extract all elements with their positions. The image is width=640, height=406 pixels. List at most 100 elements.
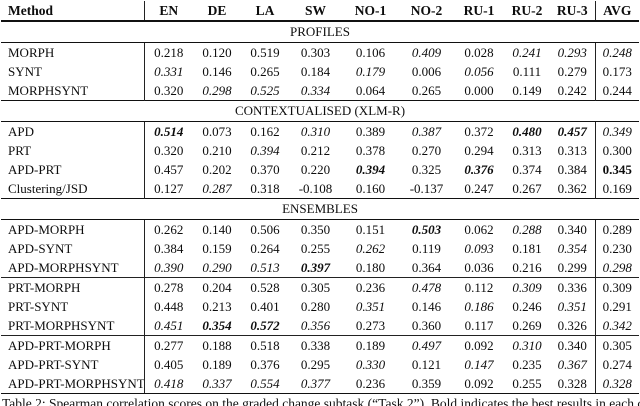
- value-cell: 0.378: [355, 142, 386, 158]
- value-cell: 0.111: [512, 63, 542, 79]
- value-cell: 0.305: [594, 335, 639, 355]
- value-cell: 0.518: [250, 337, 280, 353]
- value-cell: 0.401: [250, 298, 280, 314]
- value-cell: 0.519: [250, 44, 280, 60]
- section-label: ENSEMBLES: [1, 198, 639, 220]
- value-cell: 0.147: [464, 356, 494, 372]
- value-cell: 0.409: [411, 44, 442, 60]
- value-cell: 0.457: [154, 161, 184, 177]
- value-cell: 0.064: [355, 82, 386, 98]
- value-cell: 0.340: [557, 221, 587, 237]
- value-cell: 0.303: [300, 44, 331, 60]
- value-cell: 0.457: [557, 123, 587, 139]
- table-row: APD-MORPHSYNT 0.390 0.290 0.513 0.397 0.180 0.…: [1, 258, 639, 278]
- value-cell: 0.345: [594, 160, 639, 179]
- value-cell: 0.359: [399, 374, 454, 394]
- value-cell: 0.216: [504, 258, 550, 278]
- value-cell: 0.394: [355, 161, 386, 177]
- value-cell: -0.108: [298, 180, 333, 196]
- table-caption: Table 2: Spearman correlation scores on …: [2, 396, 640, 406]
- table-row: MORPHSYNT 0.320 0.298 0.525 0.334 0.064 0.265 0…: [1, 81, 639, 101]
- method-cell: SYNT: [1, 62, 145, 81]
- value-cell: 0.349: [594, 121, 639, 141]
- value-cell: 0.325: [411, 161, 442, 177]
- value-cell: 0.265: [411, 82, 442, 98]
- value-cell: 0.289: [594, 219, 639, 239]
- value-cell: 0.338: [300, 337, 331, 353]
- value-cell: 0.326: [550, 316, 595, 336]
- method-cell: PRT-SYNT: [1, 297, 145, 316]
- value-cell: 0.121: [411, 356, 442, 372]
- value-cell: 0.310: [300, 123, 331, 139]
- value-cell: 0.294: [464, 142, 494, 158]
- value-cell: 0.328: [550, 374, 595, 394]
- table-row: APD-MORPH 0.262 0.140 0.506 0.350 0.151 0.503 0…: [1, 219, 639, 239]
- method-cell: PRT-MORPHSYNT: [1, 316, 145, 336]
- value-cell: 0.448: [154, 298, 184, 314]
- value-cell: 0.288: [512, 221, 542, 237]
- value-cell: 0.342: [594, 316, 639, 336]
- value-cell: 0.151: [355, 221, 386, 237]
- value-cell: 0.376: [464, 161, 494, 177]
- value-cell: 0.265: [250, 63, 280, 79]
- method-cell: MORPHSYNT: [1, 81, 145, 101]
- column-header-avg: AVG: [594, 1, 639, 22]
- value-cell: 0.173: [594, 62, 639, 81]
- table-row: APD 0.514 0.073 0.162 0.310 0.389 0.387 0.372 0.…: [1, 121, 639, 141]
- column-header-ru-2: RU-2: [504, 1, 550, 22]
- value-cell: 0.376: [250, 356, 280, 372]
- section-band: ENSEMBLES: [1, 198, 639, 220]
- value-cell: 0.235: [512, 356, 542, 372]
- value-cell: 0.298: [594, 258, 639, 278]
- value-cell: 0.309: [512, 279, 542, 295]
- value-cell: 0.264: [250, 240, 280, 256]
- value-cell: 0.336: [557, 279, 587, 295]
- method-cell: APD-PRT-SYNT: [1, 355, 145, 374]
- value-cell: 0.210: [202, 142, 232, 158]
- method-cell: MORPH: [1, 42, 145, 62]
- value-cell: 0.350: [300, 221, 331, 237]
- table-row: MORPH 0.218 0.120 0.519 0.303 0.106 0.409 0.028…: [1, 42, 639, 62]
- value-cell: 0.351: [355, 298, 386, 314]
- value-cell: 0.394: [250, 142, 280, 158]
- value-cell: 0.299: [550, 258, 595, 278]
- value-cell: 0.418: [144, 374, 193, 394]
- value-cell: 0.397: [289, 258, 342, 278]
- value-cell: 0.189: [202, 356, 232, 372]
- value-cell: 0.389: [355, 123, 386, 139]
- table-row: APD-PRT-SYNT 0.405 0.189 0.376 0.295 0.330 0.1…: [1, 355, 639, 374]
- value-cell: 0.246: [512, 298, 542, 314]
- table-row: PRT-MORPH 0.278 0.204 0.528 0.305 0.236 0.478 0…: [1, 277, 639, 297]
- section-label: CONTEXTUALISED (XLM-R): [1, 100, 639, 122]
- column-header-de: DE: [193, 1, 241, 22]
- value-cell: 0.036: [454, 258, 504, 278]
- column-header-ru-3: RU-3: [550, 1, 595, 22]
- value-cell: 0.269: [504, 316, 550, 336]
- value-cell: 0.451: [144, 316, 193, 336]
- value-cell: 0.337: [193, 374, 241, 394]
- value-cell: 0.212: [300, 142, 331, 158]
- method-cell: APD-MORPH: [1, 219, 145, 239]
- results-table: Method EN DE LA SW NO-1 NO-2 RU-1 RU-2 RU-3 AVG PR…: [1, 1, 639, 394]
- value-cell: 0.230: [594, 239, 639, 258]
- value-cell: 0.497: [411, 337, 442, 353]
- value-cell: 0.354: [557, 240, 587, 256]
- value-cell: 0.270: [411, 142, 442, 158]
- table-row: APD-PRT 0.457 0.202 0.370 0.220 0.394 0.325 0.3…: [1, 160, 639, 179]
- value-cell: 0.280: [300, 298, 331, 314]
- table-row: SYNT 0.331 0.146 0.265 0.184 0.179 0.006 0.056 0…: [1, 62, 639, 81]
- table-row: PRT-SYNT 0.448 0.213 0.401 0.280 0.351 0.146 0.…: [1, 297, 639, 316]
- value-cell: 0.330: [355, 356, 386, 372]
- value-cell: 0.480: [512, 123, 542, 139]
- value-cell: 0.000: [464, 82, 494, 98]
- header-row: Method EN DE LA SW NO-1 NO-2 RU-1 RU-2 RU-3 AVG: [1, 1, 639, 22]
- value-cell: 0.364: [399, 258, 454, 278]
- value-cell: 0.273: [342, 316, 399, 336]
- column-header-la: LA: [241, 1, 289, 22]
- value-cell: 0.478: [411, 279, 442, 295]
- value-cell: 0.310: [512, 337, 542, 353]
- value-cell: 0.572: [241, 316, 289, 336]
- method-cell: PRT-MORPH: [1, 277, 145, 297]
- table-body: PROFILES MORPH 0.218 0.120 0.519 0.303 0.106 0.…: [1, 20, 639, 394]
- value-cell: 0.293: [557, 44, 587, 60]
